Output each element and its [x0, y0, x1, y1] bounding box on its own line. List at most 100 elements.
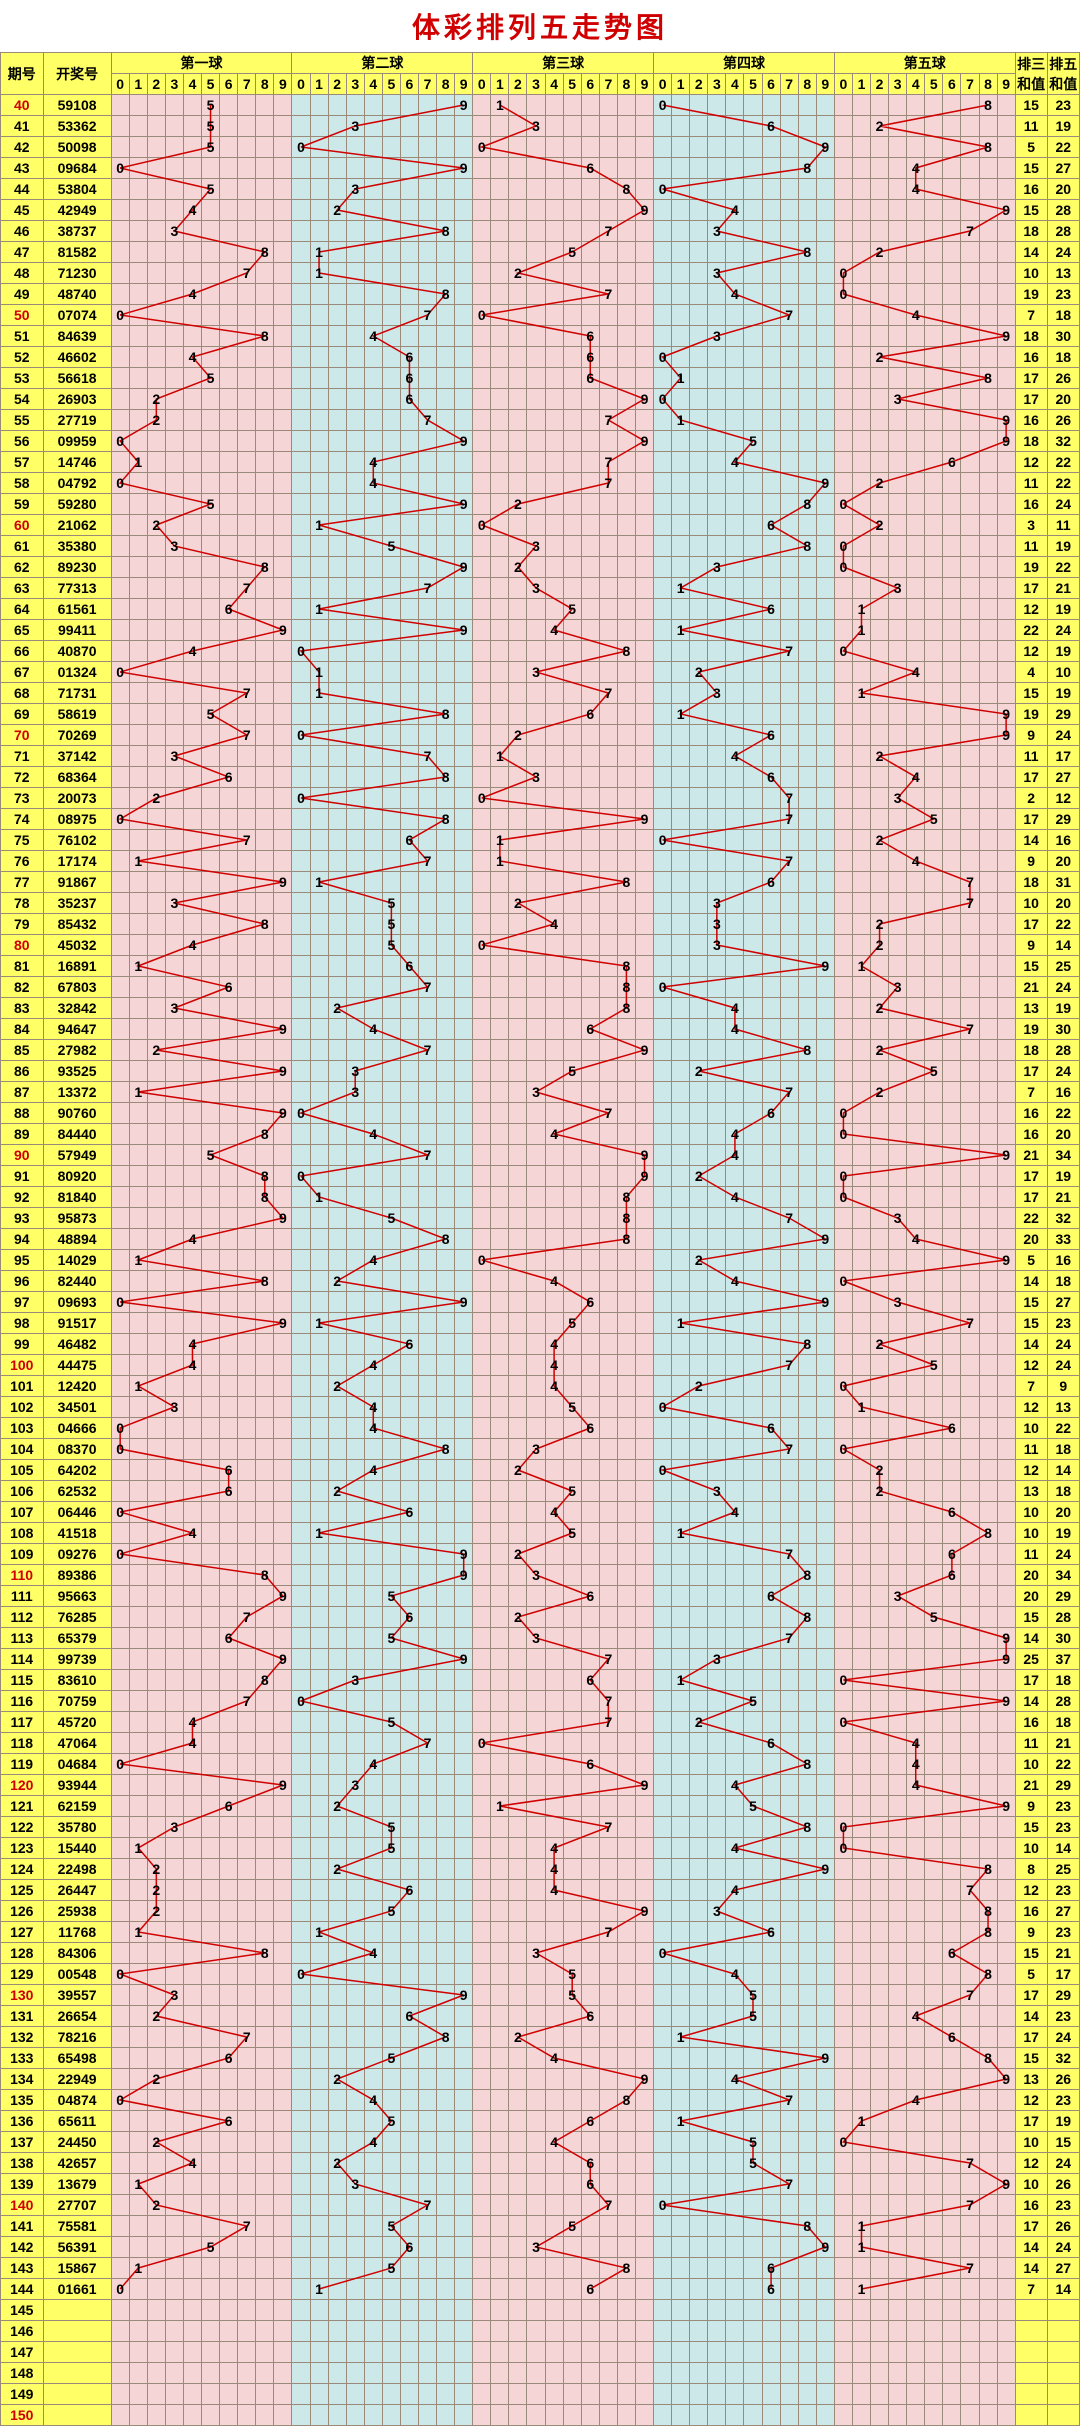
- cell-digit: [762, 1376, 780, 1397]
- cell-digit: [762, 1250, 780, 1271]
- cell-digit: [455, 1103, 473, 1124]
- cell-digit: [907, 116, 925, 137]
- cell-digit: [672, 536, 690, 557]
- cell-digit: [979, 1250, 997, 1271]
- cell-code: 68364: [43, 767, 111, 788]
- cell-digit: 1: [310, 1922, 328, 1943]
- cell-digit: [726, 1061, 744, 1082]
- cell-digit: [690, 1313, 708, 1334]
- cell-digit: [726, 179, 744, 200]
- cell-digit: [780, 1607, 798, 1628]
- cell-digit: [346, 305, 364, 326]
- cell-digit: [961, 1271, 979, 1292]
- cell-digit: [382, 1082, 400, 1103]
- cell-digit: [852, 830, 870, 851]
- cell-digit: [672, 1082, 690, 1103]
- cell-digit: 7: [418, 410, 436, 431]
- cell-digit: [202, 284, 220, 305]
- cell-digit: [834, 683, 852, 704]
- cell-sum5: 27: [1047, 158, 1079, 179]
- cell-digit: [147, 1502, 165, 1523]
- cell-digit: [545, 1397, 563, 1418]
- cell-digit: 6: [943, 1544, 961, 1565]
- cell-digit: 6: [762, 1922, 780, 1943]
- cell-digit: [834, 1880, 852, 1901]
- cell-digit: 7: [599, 1691, 617, 1712]
- cell-digit: [599, 998, 617, 1019]
- cell-digit: [871, 1418, 889, 1439]
- cell-digit: [581, 1880, 599, 1901]
- cell-digit: 8: [798, 242, 816, 263]
- cell-digit: [111, 1271, 129, 1292]
- cell-digit: [491, 1502, 509, 1523]
- cell-digit: [852, 1670, 870, 1691]
- cell-digit: 4: [183, 347, 201, 368]
- cell-digit: [762, 1439, 780, 1460]
- cell-digit: [418, 1103, 436, 1124]
- cell-digit: [617, 1040, 635, 1061]
- cell-digit: [111, 1229, 129, 1250]
- cell-digit: [798, 683, 816, 704]
- cell-digit: [690, 368, 708, 389]
- cell-digit: [400, 1859, 418, 1880]
- cell-digit: [473, 599, 491, 620]
- cell-digit: 4: [907, 158, 925, 179]
- cell-digit: [455, 1817, 473, 1838]
- cell-digit: [220, 1376, 238, 1397]
- table-row: 11670759707591428: [1, 1691, 1080, 1712]
- cell-sum5: 31: [1047, 872, 1079, 893]
- cell-digit: [563, 641, 581, 662]
- cell-digit: [491, 1775, 509, 1796]
- cell-digit: [274, 158, 292, 179]
- cell-digit: [292, 1250, 310, 1271]
- cell-digit: 8: [798, 1754, 816, 1775]
- cell-digit: [202, 242, 220, 263]
- cell-digit: [599, 704, 617, 725]
- cell-digit: [617, 1439, 635, 1460]
- cell-digit: [925, 95, 943, 116]
- cell-digit: [961, 1481, 979, 1502]
- cell-period: 77: [1, 872, 44, 893]
- cell-digit: [925, 704, 943, 725]
- cell-digit: [744, 158, 762, 179]
- cell-period: 126: [1, 1901, 44, 1922]
- cell-digit: [310, 116, 328, 137]
- cell-digit: 6: [400, 389, 418, 410]
- cell-digit: [563, 809, 581, 830]
- cell-digit: [979, 1376, 997, 1397]
- cell-digit: [997, 536, 1015, 557]
- cell-digit: [491, 1481, 509, 1502]
- cell-digit: [997, 494, 1015, 515]
- cell-digit: [961, 746, 979, 767]
- cell-digit: [997, 1103, 1015, 1124]
- cell-digit: [690, 1460, 708, 1481]
- cell-digit: [328, 536, 346, 557]
- cell-sum5: 13: [1047, 1397, 1079, 1418]
- cell-digit: [907, 1859, 925, 1880]
- table-row: 4638737387371828: [1, 221, 1080, 242]
- cell-digit: [418, 536, 436, 557]
- cell-digit: [364, 1628, 382, 1649]
- cell-digit: [834, 1754, 852, 1775]
- cell-digit: 3: [708, 263, 726, 284]
- cell-digit: [798, 515, 816, 536]
- cell-digit: [726, 389, 744, 410]
- cell-digit: [762, 1943, 780, 1964]
- cell-digit: [852, 1439, 870, 1460]
- cell-digit: [382, 1313, 400, 1334]
- cell-period: 111: [1, 1586, 44, 1607]
- cell-digit: [581, 956, 599, 977]
- table-row: 6958619586191929: [1, 704, 1080, 725]
- cell-digit: [997, 263, 1015, 284]
- cell-digit: [961, 1838, 979, 1859]
- cell-digit: [509, 1271, 527, 1292]
- cell-digit: [545, 431, 563, 452]
- cell-digit: [852, 1754, 870, 1775]
- cell-sum3: 9: [1015, 725, 1047, 746]
- cell-digit: [364, 1292, 382, 1313]
- cell-digit: [871, 431, 889, 452]
- cell-digit: [690, 221, 708, 242]
- cell-digit: [238, 1019, 256, 1040]
- cell-digit: [744, 935, 762, 956]
- cell-digit: [220, 1880, 238, 1901]
